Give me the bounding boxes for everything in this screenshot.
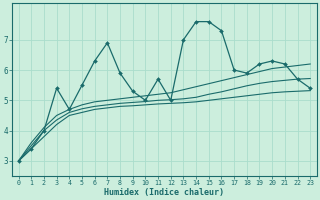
X-axis label: Humidex (Indice chaleur): Humidex (Indice chaleur) bbox=[104, 188, 224, 197]
